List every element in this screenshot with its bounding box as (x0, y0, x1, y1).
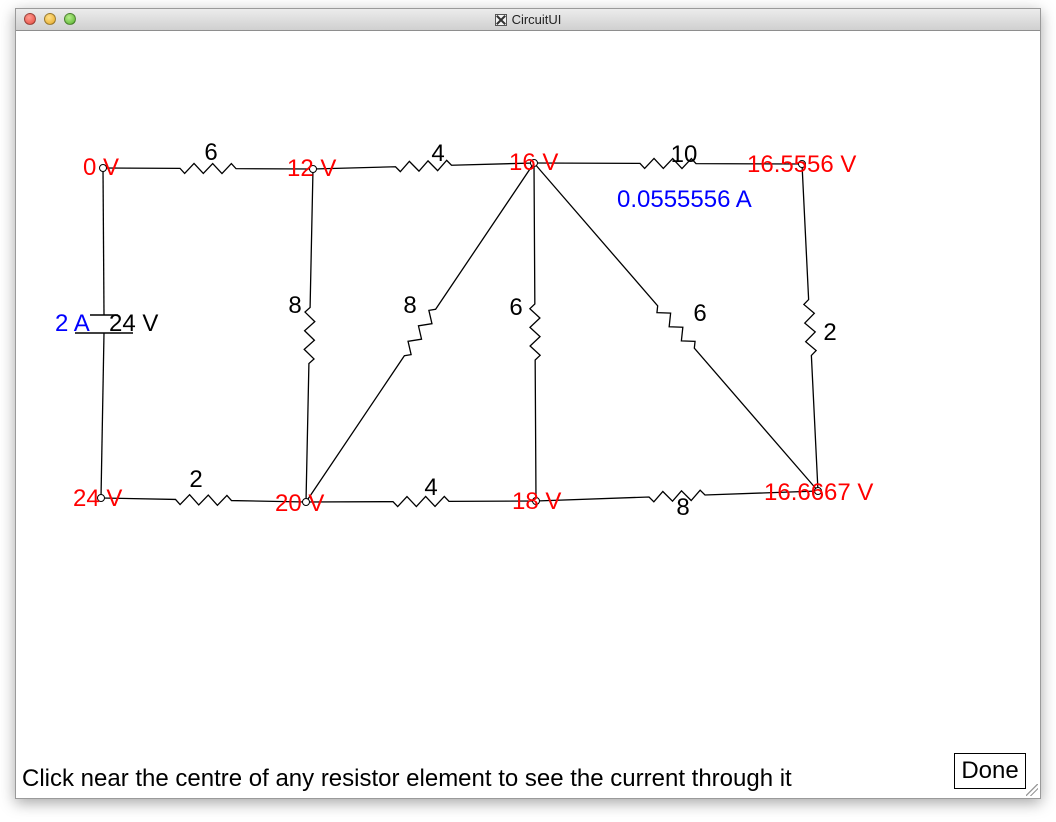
resistor-value-r-top-1: 6 (204, 139, 217, 166)
circuit-canvas-area[interactable]: 0 V 12 V 16 V 16.5556 V 24 V 20 V 18 V 16.6667 … (16, 31, 1040, 798)
r-bottom-2[interactable] (305, 495, 537, 508)
battery (75, 314, 133, 334)
resistor-value-r-bottom-3: 8 (676, 494, 689, 521)
resistor-value-r-top-3: 10 (671, 141, 698, 168)
selected-resistor-current: 0.0555556 A (617, 186, 752, 213)
resistor-value-r-diag-2: 6 (693, 300, 706, 327)
r-top-2[interactable] (312, 159, 535, 173)
node-voltage-n16: 16 V (509, 149, 558, 176)
circuit-diagram[interactable]: 0 V 12 V 16 V 16.5556 V 24 V 20 V 18 V 16.6667 … (16, 31, 1040, 798)
resistor-value-r-diag-1: 8 (403, 292, 416, 319)
node-dot-n0 (99, 164, 107, 172)
app-window: CircuitUI 0 V 12 V 16 V 16.5556 V 24 V 20 V 18… (15, 8, 1041, 799)
resistor-shapes[interactable] (100, 157, 819, 508)
r-mid-left[interactable] (303, 168, 316, 503)
r-diag-1[interactable] (305, 162, 535, 503)
node-voltage-n16556: 16.5556 V (747, 151, 856, 178)
wire-battery-bottom (100, 332, 105, 499)
node-voltage-n18: 18 V (512, 488, 561, 515)
resistor-value-r-mid-left: 8 (288, 292, 301, 319)
node-dot-n12 (309, 165, 317, 173)
zoom-button[interactable] (64, 13, 76, 25)
node-dot-n16556 (798, 160, 806, 168)
x11-icon (494, 14, 507, 26)
node-voltage-n24: 24 V (73, 485, 122, 512)
done-button[interactable]: Done (954, 753, 1026, 789)
wires (100, 167, 105, 499)
status-instruction: Click near the centre of any resistor el… (22, 765, 792, 792)
wire-battery-top (102, 167, 105, 316)
r-mid-center[interactable] (528, 162, 542, 502)
resistor-value-r-top-2: 4 (431, 140, 444, 167)
node-dot-n24 (97, 494, 105, 502)
r-top-3[interactable] (533, 157, 803, 170)
r-right[interactable] (801, 163, 819, 492)
node-dots (97, 159, 822, 506)
r-diag-2[interactable] (533, 162, 819, 492)
node-voltage-n12: 12 V (287, 155, 336, 182)
window-title-group: CircuitUI (16, 12, 1040, 28)
window-title: CircuitUI (511, 12, 562, 27)
title-bar: CircuitUI (16, 9, 1040, 31)
close-button[interactable] (24, 13, 36, 25)
node-dot-n16 (530, 159, 538, 167)
node-dot-n16667 (814, 487, 822, 495)
resistor-value-r-bottom-1: 2 (189, 466, 202, 493)
node-dot-n20 (302, 498, 310, 506)
node-dot-n18 (532, 497, 540, 505)
battery-voltage-label: 24 V (109, 310, 158, 337)
r-bottom-3[interactable] (535, 489, 819, 503)
resize-grip-icon[interactable] (1026, 784, 1038, 796)
node-voltage-n16667: 16.6667 V (764, 479, 873, 506)
node-voltage-n0: 0 V (83, 154, 119, 181)
minimize-button[interactable] (44, 13, 56, 25)
r-top-1[interactable] (102, 162, 314, 175)
battery-current-label: 2 A (55, 310, 90, 337)
resistor-value-r-mid-center: 6 (509, 294, 522, 321)
resistor-value-r-bottom-2: 4 (424, 474, 437, 501)
labels: 0 V 12 V 16 V 16.5556 V 24 V 20 V 18 V 16.6667 … (55, 139, 873, 521)
node-voltage-n20: 20 V (275, 490, 324, 517)
r-bottom-1[interactable] (100, 493, 307, 507)
resistor-value-r-right: 2 (823, 319, 836, 346)
